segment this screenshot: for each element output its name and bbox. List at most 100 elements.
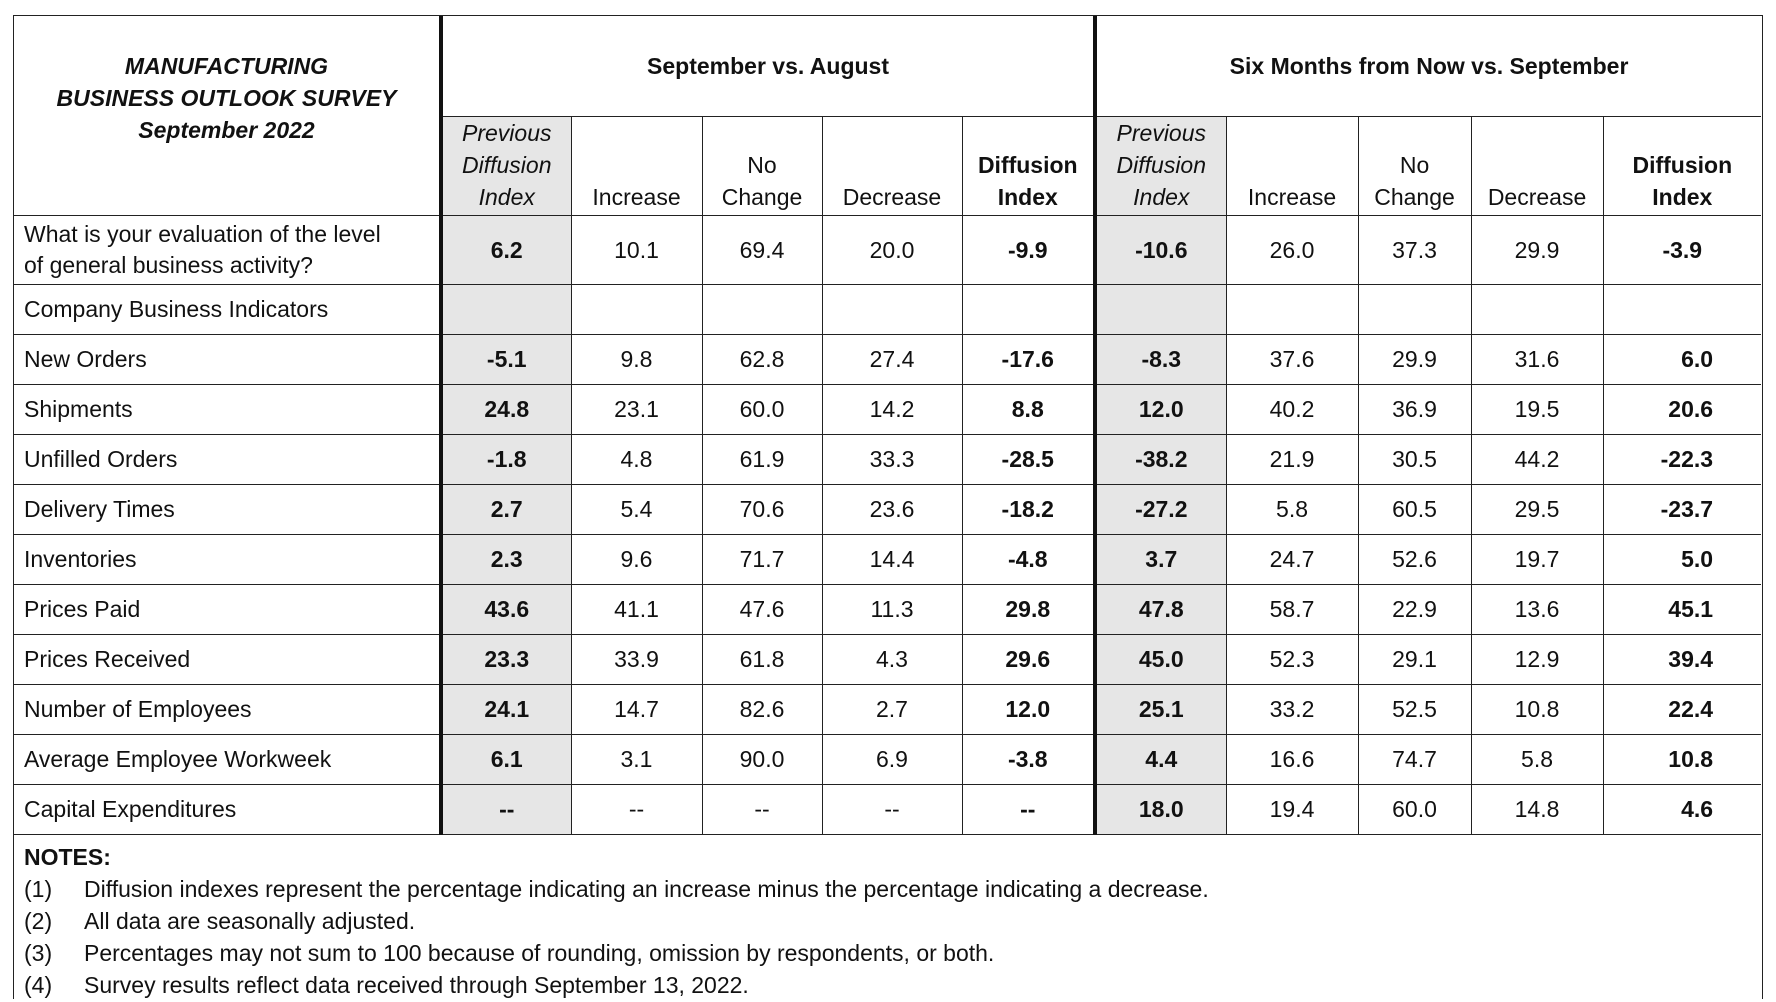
- header-prev-diffusion-future: Previous Diffusion Index: [1094, 115, 1227, 216]
- cell-nochange-future: 37.3: [1357, 214, 1472, 285]
- note-item: (2) All data are seasonally adjusted.: [24, 908, 416, 934]
- cell-decrease-future: 14.8: [1470, 783, 1604, 835]
- cell-increase-future: 33.2: [1225, 683, 1359, 735]
- table-row: Shipments 24.8 23.1 60.0 14.2 8.8 12.0 40.2 36.9…: [14, 383, 1762, 435]
- cell-diffusion-current: 29.8: [961, 583, 1098, 635]
- table-row: Delivery Times 2.7 5.4 70.6 23.6 -18.2 -27.2 5.…: [14, 483, 1762, 535]
- cell-increase-future: 52.3: [1225, 633, 1359, 685]
- header-nochange-current: No Change: [701, 115, 823, 216]
- group-header-current: September vs. August: [440, 16, 1098, 117]
- cell-increase-current: 14.7: [570, 683, 703, 735]
- header-prev-diffusion-current: Previous Diffusion Index: [441, 115, 572, 216]
- cell-decrease-current: 14.4: [821, 533, 963, 585]
- table-row: New Orders -5.1 9.8 62.8 27.4 -17.6 -8.3 37.6 29…: [14, 334, 1762, 385]
- cell-prev-future: -10.6: [1094, 214, 1227, 285]
- cell-prev-current: 24.1: [440, 683, 572, 735]
- cell-nochange-future: 30.5: [1357, 433, 1472, 485]
- table-row-section: Company Business Indicators: [14, 283, 1762, 335]
- table-row: Average Employee Workweek 6.1 3.1 90.0 6.9 -3…: [14, 733, 1762, 785]
- table-row-general-activity: What is your evaluation of the level of …: [14, 214, 1762, 285]
- cell-diffusion-future: -22.3: [1602, 433, 1762, 485]
- cell-decrease-current: 11.3: [821, 583, 963, 635]
- row-label: New Orders: [14, 334, 443, 385]
- cell-prev-future: 12.0: [1094, 383, 1227, 435]
- cell-nochange-future: 60.5: [1357, 483, 1472, 535]
- cell-decrease-current: 14.2: [821, 383, 963, 435]
- row-label: Prices Paid: [14, 583, 443, 635]
- notes-title: NOTES:: [24, 844, 111, 870]
- survey-title: MANUFACTURING BUSINESS OUTLOOK SURVEY Se…: [14, 16, 443, 216]
- indicator-rows: New Orders -5.1 9.8 62.8 27.4 -17.6 -8.3 37.6 29…: [14, 334, 1762, 835]
- row-label: Shipments: [14, 383, 443, 435]
- cell-diffusion-future: 45.1: [1602, 583, 1762, 635]
- cell-decrease-future: 19.5: [1470, 383, 1604, 435]
- survey-sheet: MANUFACTURING BUSINESS OUTLOOK SURVEY Se…: [13, 15, 1763, 999]
- cell-decrease-current: 6.9: [821, 733, 963, 785]
- cell-diffusion-current: -28.5: [961, 433, 1098, 485]
- row-label: Unfilled Orders: [14, 433, 443, 485]
- cell-diffusion-current: -17.6: [961, 334, 1098, 385]
- cell-diffusion-future: 39.4: [1602, 633, 1762, 685]
- header-decrease-current: Decrease: [821, 115, 963, 216]
- cell-nochange-future: 29.9: [1357, 334, 1472, 385]
- note-item: (4) Survey results reflect data received …: [24, 972, 749, 998]
- row-label: Prices Received: [14, 633, 443, 685]
- cell-prev-current: 43.6: [440, 583, 572, 635]
- cell-increase-future: 58.7: [1225, 583, 1359, 635]
- cell-diffusion-current: 12.0: [961, 683, 1098, 735]
- cell-prev-current: 23.3: [440, 633, 572, 685]
- cell-decrease-current: 23.6: [821, 483, 963, 535]
- cell-diffusion-current: -18.2: [961, 483, 1098, 535]
- cell-prev-future: 47.8: [1094, 583, 1227, 635]
- notes: NOTES: (1) Diffusion indexes represent th…: [24, 841, 1209, 1001]
- cell-nochange-current: 69.4: [701, 214, 823, 285]
- cell-prev-future: 45.0: [1094, 633, 1227, 685]
- note-item: (3) Percentages may not sum to 100 becaus…: [24, 940, 995, 966]
- cell-prev-future: 4.4: [1094, 733, 1227, 785]
- table-row: Unfilled Orders -1.8 4.8 61.9 33.3 -28.5 -38.2…: [14, 433, 1762, 485]
- cell-nochange-future: 60.0: [1357, 783, 1472, 835]
- note-item: (1) Diffusion indexes represent the perce…: [24, 876, 1209, 902]
- cell-prev-current: -1.8: [440, 433, 572, 485]
- cell-prev-future: -38.2: [1094, 433, 1227, 485]
- survey-table: MANUFACTURING BUSINESS OUTLOOK SURVEY Se…: [14, 16, 1762, 835]
- cell-increase-current: 33.9: [570, 633, 703, 685]
- cell-increase-future: 5.8: [1225, 483, 1359, 535]
- cell-increase-future: 26.0: [1225, 214, 1359, 285]
- row-label: Average Employee Workweek: [14, 733, 443, 785]
- cell-nochange-current: 62.8: [701, 334, 823, 385]
- section-label: Company Business Indicators: [14, 283, 443, 335]
- cell-diffusion-future: -3.9: [1602, 214, 1762, 285]
- cell-increase-current: 9.8: [570, 334, 703, 385]
- cell-nochange-current: 71.7: [701, 533, 823, 585]
- cell-diffusion-future: 5.0: [1602, 533, 1762, 585]
- cell-decrease-future: 44.2: [1470, 433, 1604, 485]
- cell-decrease-future: 29.5: [1470, 483, 1604, 535]
- cell-diffusion-future: 10.8: [1602, 733, 1762, 785]
- cell-decrease-current: 27.4: [821, 334, 963, 385]
- cell-increase-future: 24.7: [1225, 533, 1359, 585]
- cell-diffusion-current: --: [961, 783, 1098, 835]
- cell-nochange-current: 47.6: [701, 583, 823, 635]
- cell-prev-current: 2.7: [440, 483, 572, 535]
- row-label: Inventories: [14, 533, 443, 585]
- header-decrease-future: Decrease: [1470, 115, 1604, 216]
- header-increase-current: Increase: [570, 115, 703, 216]
- cell-diffusion-current: 8.8: [961, 383, 1098, 435]
- cell-nochange-future: 29.1: [1357, 633, 1472, 685]
- header-increase-future: Increase: [1225, 115, 1359, 216]
- cell-nochange-future: 52.6: [1357, 533, 1472, 585]
- cell-diffusion-current: 29.6: [961, 633, 1098, 685]
- cell-increase-future: 21.9: [1225, 433, 1359, 485]
- cell-nochange-future: 74.7: [1357, 733, 1472, 785]
- cell-prev-future: 25.1: [1094, 683, 1227, 735]
- cell-nochange-future: 22.9: [1357, 583, 1472, 635]
- cell-diffusion-current: -4.8: [961, 533, 1098, 585]
- cell-diffusion-future: 20.6: [1602, 383, 1762, 435]
- cell-decrease-current: 20.0: [821, 214, 963, 285]
- cell-decrease-future: 10.8: [1470, 683, 1604, 735]
- row-label: What is your evaluation of the level of …: [14, 214, 443, 285]
- cell-prev-future: -8.3: [1094, 334, 1227, 385]
- cell-nochange-current: 61.8: [701, 633, 823, 685]
- cell-nochange-current: 90.0: [701, 733, 823, 785]
